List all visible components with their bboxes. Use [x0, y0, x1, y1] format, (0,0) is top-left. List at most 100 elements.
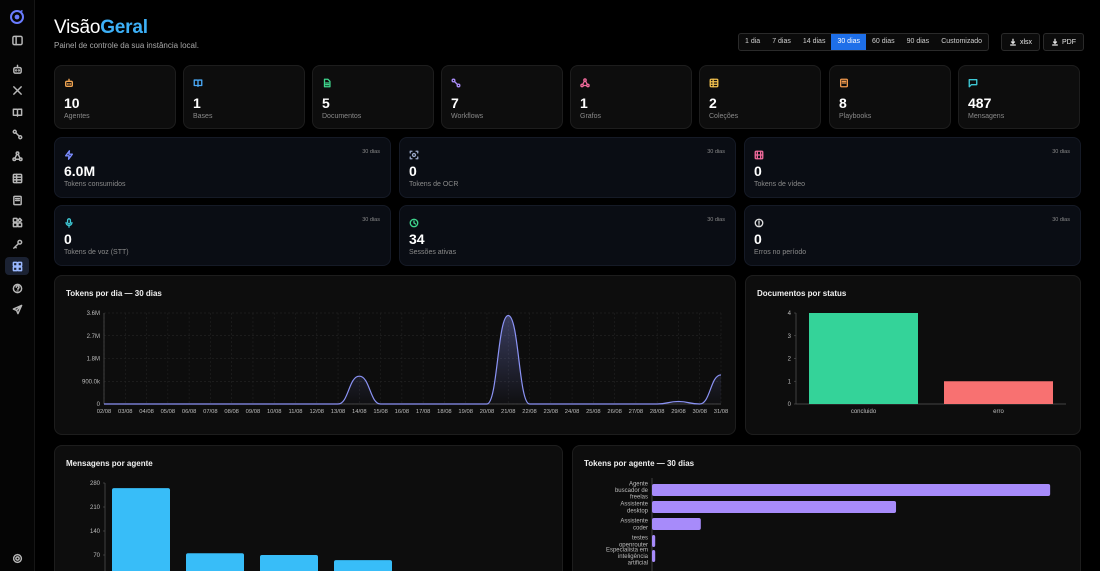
x-tick-label: 17/08	[416, 409, 431, 415]
stat-label: Playbooks	[839, 113, 872, 120]
stat-card-agentes[interactable]: 10 Agentes	[54, 65, 176, 129]
stat-card-coleções[interactable]: 2 Coleções	[699, 65, 821, 129]
metric-label: Tokens consumidos	[64, 181, 126, 188]
stat-label: Bases	[193, 113, 213, 120]
bar-concluido[interactable]	[809, 313, 918, 404]
sidebar-graph-icon[interactable]	[5, 147, 29, 165]
stat-card-playbooks[interactable]: 8 Playbooks	[829, 65, 951, 129]
range-90-dias[interactable]: 90 dias	[906, 38, 930, 45]
bar-especialista-em-inteligência-artificial[interactable]	[652, 550, 656, 562]
export-pdf-button[interactable]: PDF	[1043, 33, 1084, 51]
sidebar-dashboard-icon[interactable]	[5, 257, 29, 275]
sidebar-keys-icon[interactable]	[5, 235, 29, 253]
range-7-dias[interactable]: 7 dias	[772, 38, 791, 45]
x-tick-label: erro	[993, 409, 1004, 415]
sidebar-collections-icon[interactable]	[5, 169, 29, 187]
bar-testes-openrouter[interactable]	[652, 535, 656, 547]
metric-card-clock[interactable]: 30 dias 34 Sessões ativas	[399, 205, 736, 266]
sidebar-toggle-icon[interactable]	[5, 31, 29, 49]
x-tick-label: 13/08	[331, 409, 346, 415]
metric-card-scan[interactable]: 30 dias 0 Tokens de OCR	[399, 137, 736, 198]
sidebar-agents-icon[interactable]	[5, 60, 29, 78]
y-tick-label: 0	[97, 402, 101, 408]
bar-assistente-coder[interactable]	[652, 518, 701, 530]
metric-period: 30 dias	[707, 149, 725, 155]
range-30-dias[interactable]: 30 dias	[831, 34, 867, 50]
metric-card-film[interactable]: 30 dias 0 Tokens de vídeo	[744, 137, 1081, 198]
series-area	[104, 315, 721, 404]
y-tick-label: 1.8M	[87, 357, 100, 363]
stat-card-mensagens[interactable]: 487 Mensagens	[958, 65, 1080, 129]
stat-card-grafos[interactable]: 1 Grafos	[570, 65, 692, 129]
metric-value: 6.0M	[64, 163, 96, 179]
range-1-dia[interactable]: 1 dia	[745, 38, 761, 45]
bar-erro[interactable]	[944, 381, 1053, 404]
range-customizado[interactable]: Customizado	[941, 38, 983, 45]
x-tick-label: 10/08	[267, 409, 282, 415]
x-tick-label: 22/08	[522, 409, 537, 415]
sidebar-send-icon[interactable]	[5, 300, 29, 318]
metric-card-mic[interactable]: 30 dias 0 Tokens de voz (STT)	[54, 205, 391, 266]
page-title: VisãoGeral	[54, 17, 148, 38]
stat-card-workflows[interactable]: 7 Workflows	[441, 65, 563, 129]
download-icon	[1010, 38, 1016, 46]
download-icon	[1052, 38, 1058, 46]
x-tick-label: 20/08	[480, 409, 495, 415]
metric-period: 30 dias	[1052, 217, 1070, 223]
x-tick-label: 27/08	[629, 409, 644, 415]
sidebar-integrations-icon[interactable]	[5, 213, 29, 231]
stat-value: 1	[580, 95, 588, 111]
panel-title: Documentos por status	[757, 289, 847, 298]
graph-icon	[580, 75, 590, 88]
y-tick-label: 70	[93, 553, 100, 559]
stat-value: 10	[64, 95, 80, 111]
sidebar-workflows-icon[interactable]	[5, 125, 29, 143]
x-tick-label: 15/08	[373, 409, 388, 415]
x-tick-label: 16/08	[395, 409, 410, 415]
sidebar-settings-icon[interactable]	[5, 549, 29, 567]
page-subtitle: Painel de controle da sua instância loca…	[54, 41, 199, 50]
x-tick-label: 25/08	[586, 409, 601, 415]
message-icon	[968, 75, 978, 88]
metric-card-zap[interactable]: 30 dias 6.0M Tokens consumidos	[54, 137, 391, 198]
sidebar-playbooks-icon[interactable]	[5, 191, 29, 209]
bar-agent-3[interactable]	[260, 555, 318, 571]
x-tick-label: 23/08	[544, 409, 559, 415]
y-tick-label: 2	[788, 357, 792, 363]
x-tick-label: concluido	[851, 409, 877, 415]
x-tick-label: 18/08	[437, 409, 452, 415]
series-line	[103, 314, 722, 405]
book-icon	[193, 75, 203, 87]
tokens-per-day-chart: 0 900.0k 1.8M 2.7M 3.6M 02/08 03/08 04/08 05/08 0…	[82, 311, 728, 415]
metric-card-alert[interactable]: 30 dias 0 Erros no período	[744, 205, 1081, 266]
docs-status-panel: Documentos por status 0 1 2 3 4 concluido erro	[745, 275, 1081, 435]
range-60-dias[interactable]: 60 dias	[872, 38, 895, 45]
stat-card-bases[interactable]: 1 Bases	[183, 65, 305, 129]
stat-card-documentos[interactable]: 5 Documentos	[312, 65, 434, 129]
msgs-per-agent-chart: 70 140 210 280	[90, 481, 392, 571]
metric-label: Tokens de voz (STT)	[64, 249, 129, 256]
bar-agente-buscador-de-freelas[interactable]	[652, 484, 1051, 496]
export-xlsx-button[interactable]: xlsx	[1001, 33, 1041, 51]
docs-status-chart: 0 1 2 3 4 concluido erro	[788, 311, 1066, 415]
sidebar-tools-icon[interactable]	[5, 81, 29, 99]
range-14-dias[interactable]: 14 dias	[802, 38, 826, 45]
metric-label: Erros no período	[754, 249, 807, 256]
sidebar-knowledge-icon[interactable]	[5, 103, 29, 121]
bot-icon	[64, 75, 74, 87]
bar-agent-4[interactable]	[334, 560, 392, 571]
y-tick-label: 0	[788, 402, 792, 408]
sidebar-help-icon[interactable]	[5, 279, 29, 297]
x-tick-label: 04/08	[139, 409, 154, 415]
metric-period: 30 dias	[362, 149, 380, 155]
x-tick-label: 05/08	[161, 409, 176, 415]
bar-assistente-desktop[interactable]	[652, 501, 897, 513]
logo-icon[interactable]	[9, 9, 25, 25]
zap-icon	[64, 147, 74, 160]
y-tick-label: openrouter	[619, 542, 648, 548]
bar-agent-1[interactable]	[112, 488, 170, 571]
metric-period: 30 dias	[707, 217, 725, 223]
scan-icon	[409, 147, 419, 160]
stat-value: 5	[322, 95, 330, 111]
bar-agent-2[interactable]	[186, 553, 244, 571]
